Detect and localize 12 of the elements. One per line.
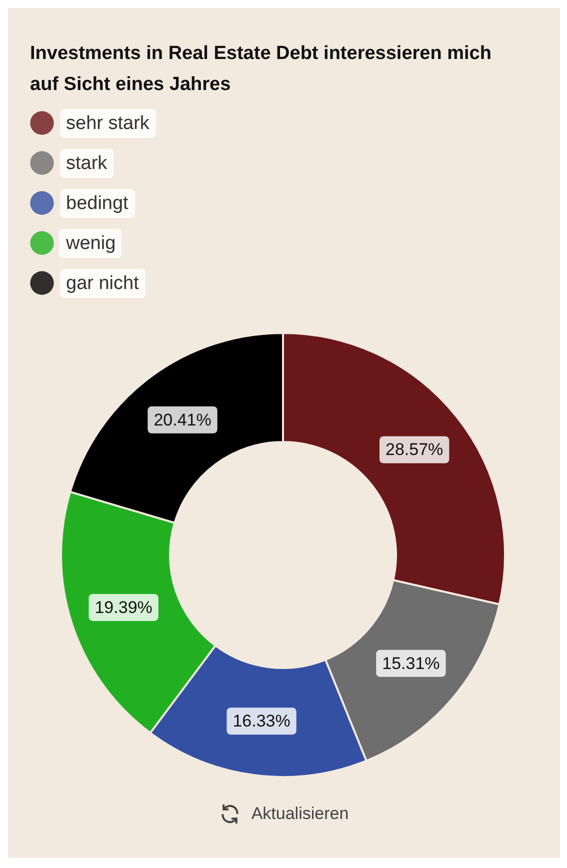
data-label: 16.33% [232, 712, 290, 731]
legend-label: bedingt [66, 193, 130, 214]
data-label: 15.31% [382, 654, 440, 673]
chart-title: Investments in Real Estate Debt interessieren mich auf Sicht eines Jahres [30, 42, 492, 97]
text: Aktualisieren [251, 804, 349, 824]
legend-label: wenig [65, 233, 116, 254]
data-label: 19.39% [94, 598, 152, 617]
legend-label: sehr stark [66, 113, 150, 134]
legend-label: gar nicht [66, 273, 140, 294]
data-label: 20.41% [154, 410, 212, 430]
legend-label: stark [66, 153, 108, 174]
data-label: 28.57% [386, 440, 444, 460]
